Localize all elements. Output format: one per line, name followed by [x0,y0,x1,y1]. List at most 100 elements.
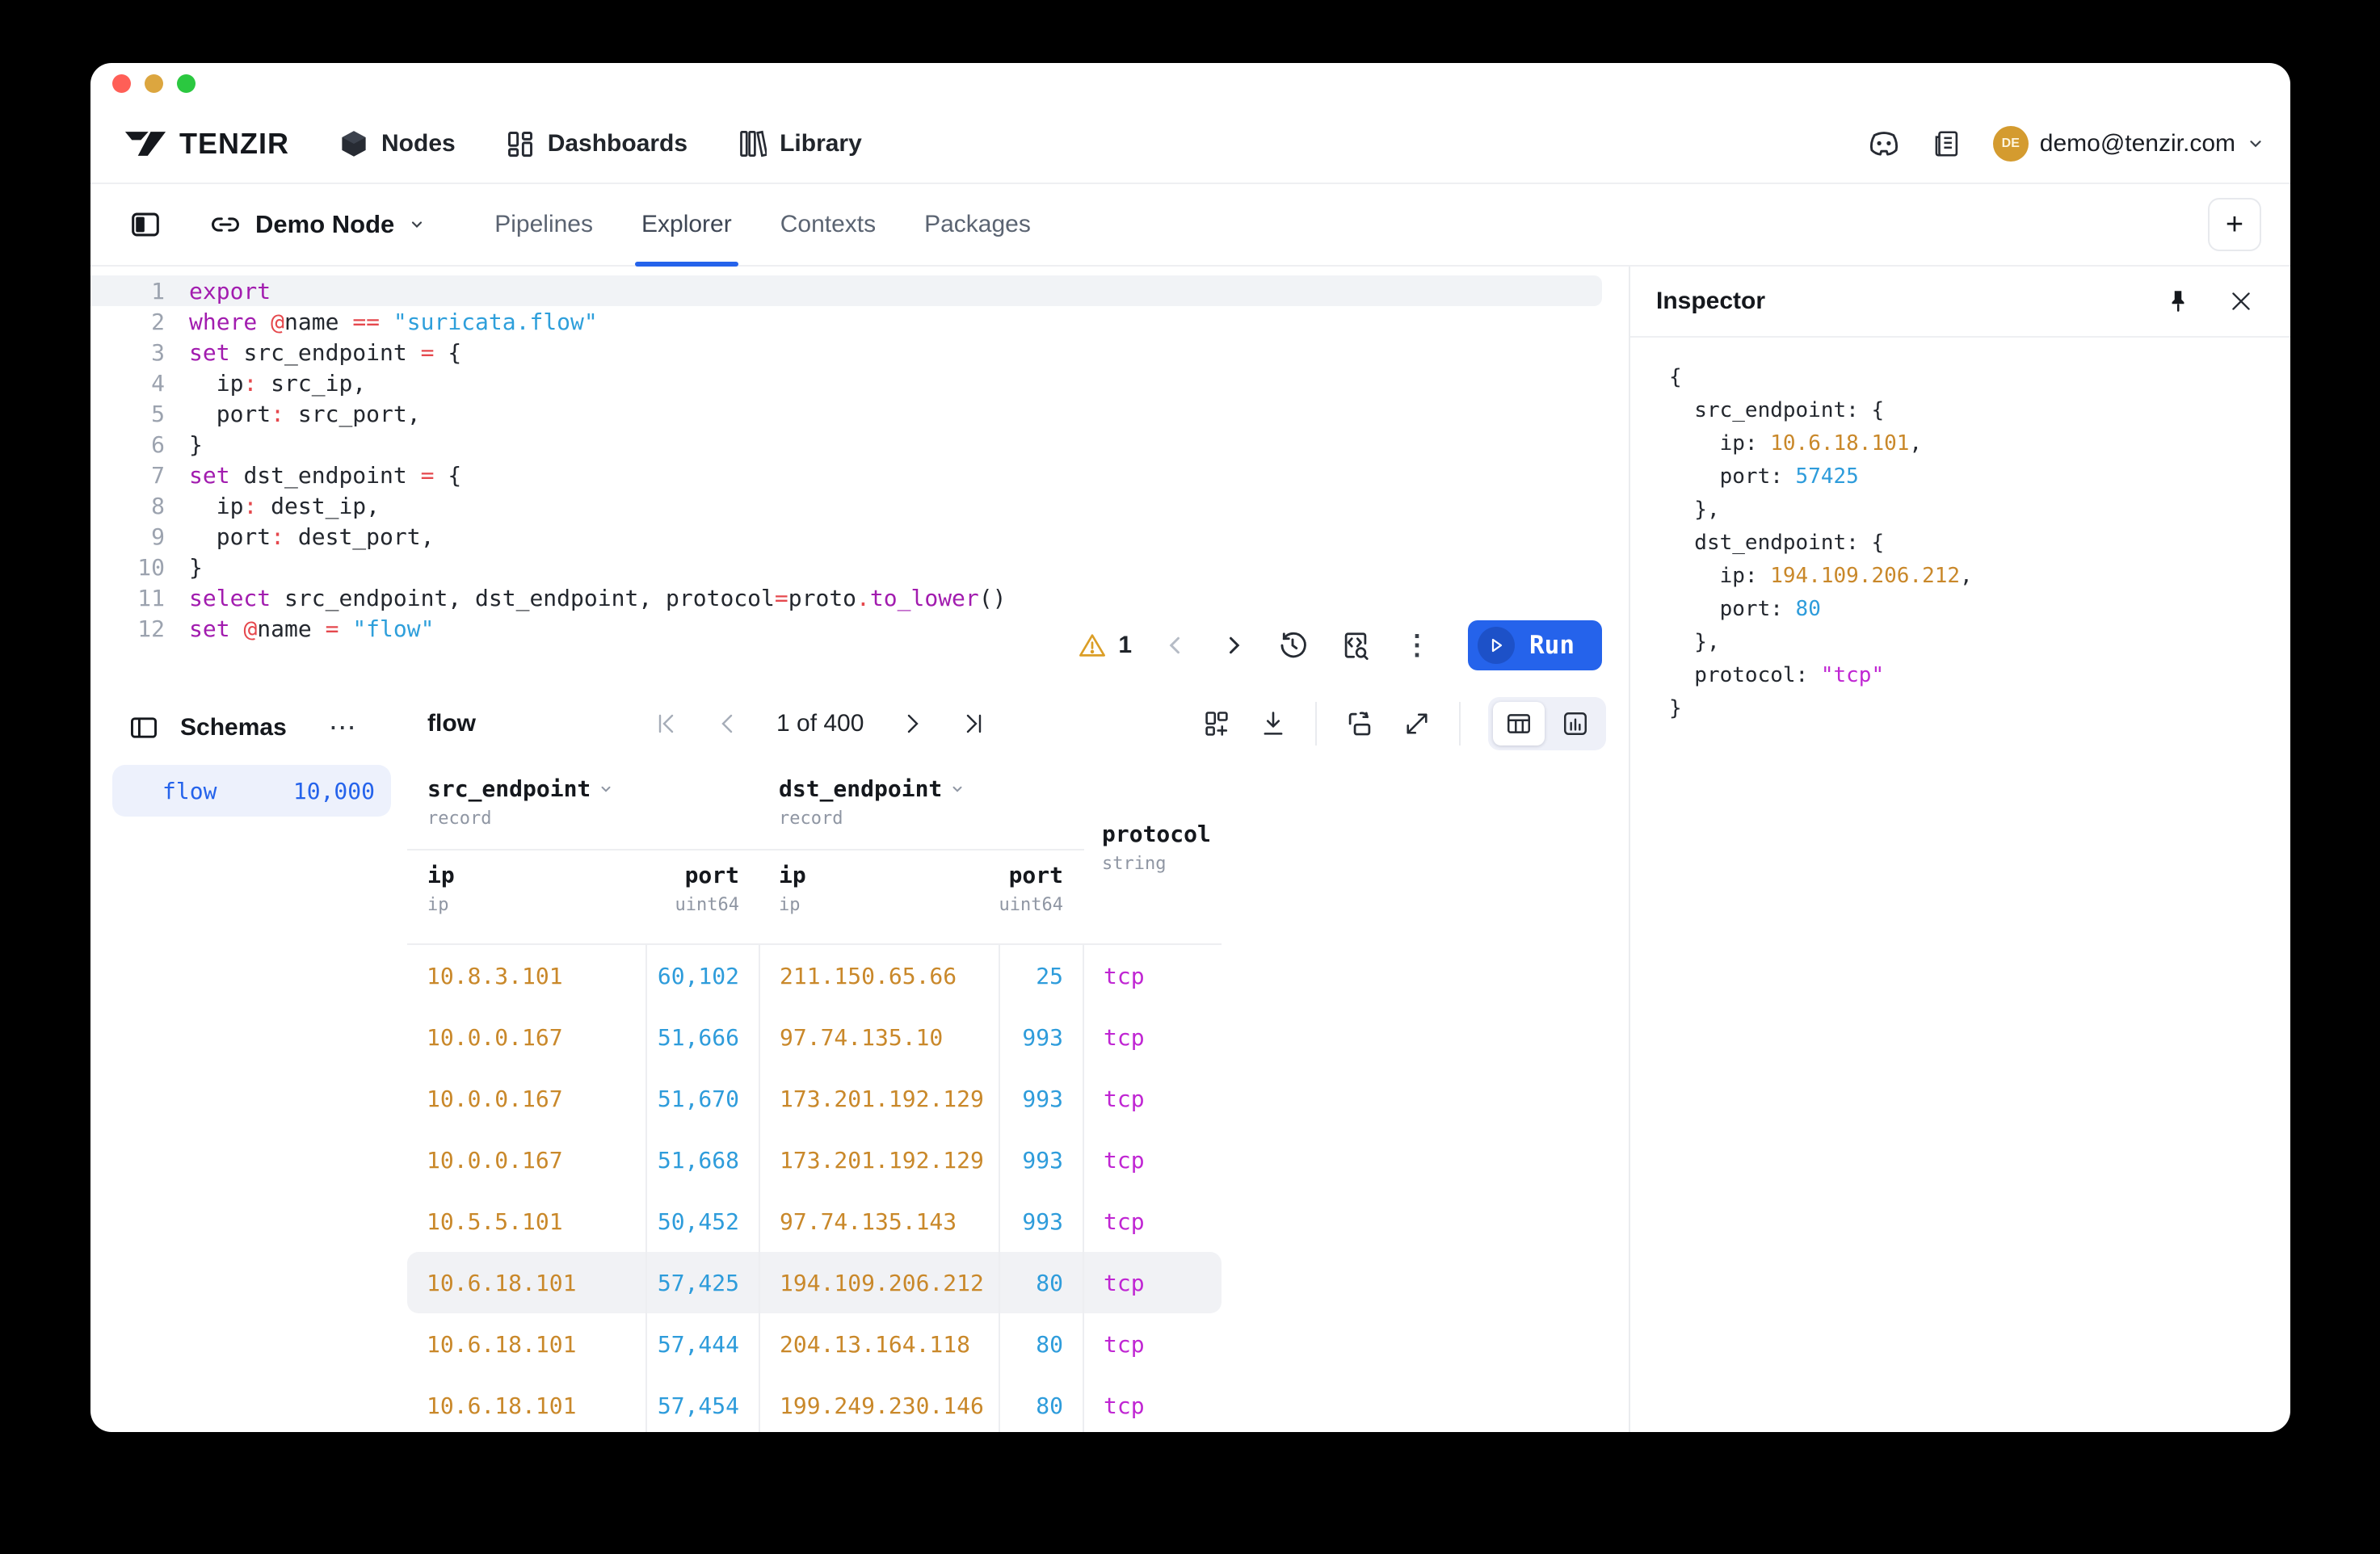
run-button[interactable]: Run [1468,620,1602,670]
last-page-icon[interactable] [961,711,986,737]
table-row[interactable]: 10.6.18.101 57,454 199.249.230.146 80 tc… [407,1375,1222,1432]
code-search-icon[interactable] [1340,630,1371,661]
add-columns-icon[interactable] [1202,709,1231,738]
docs-icon[interactable] [1932,128,1962,159]
next-diagnostic-icon[interactable] [1221,633,1245,657]
node-tab[interactable]: Contexts [756,184,900,265]
src-ip-cell: 10.6.18.101 [427,1392,577,1419]
code-line[interactable]: 9 port: dest_port, [90,521,1629,552]
column-header-src-endpoint[interactable]: src_endpoint record [427,775,613,829]
next-page-icon[interactable] [899,711,925,737]
line-number: 7 [151,461,165,489]
grid-rows: 10.8.3.101 60,102 211.150.65.66 25 tcp 1… [407,943,1222,1432]
src-ip-cell: 10.0.0.167 [427,1146,563,1174]
explorer-tabs: Pipelines Explorer Contexts Packages [470,184,1055,267]
editor-toolbar: 1 [1078,620,1602,670]
panel-left-icon[interactable] [128,712,159,743]
protocol-cell: tcp [1083,1129,1222,1191]
code-line[interactable]: 1 export [90,275,1602,306]
src-port-cell: 51,668 [645,1129,759,1191]
line-text: port: dest_port, [189,523,435,550]
code-line[interactable]: 5 port: src_port, [90,398,1629,429]
tenzir-logo[interactable]: TENZIR [124,127,289,161]
code-line[interactable]: 8 ip: dest_ip, [90,490,1629,521]
subcolumn-spacer [1083,849,1222,943]
column-header-protocol[interactable]: protocol string [1102,821,1211,874]
kebab-menu-icon[interactable]: ⋮ [1403,630,1431,661]
account-menu[interactable]: DE demo@tenzir.com [1992,126,2264,162]
node-tab[interactable]: Pipelines [470,184,617,265]
download-icon[interactable] [1259,709,1288,738]
code-line[interactable]: 3 set src_endpoint = { [90,337,1629,368]
line-number: 12 [137,615,165,642]
subcolumn-header-dst-ip[interactable]: ip ip [779,862,806,915]
account-email: demo@tenzir.com [2039,130,2235,157]
schemas-title: Schemas [180,714,287,741]
schema-count: 10,000 [292,777,375,804]
first-page-icon[interactable] [654,711,679,737]
diagnostics-badge[interactable]: 1 [1078,631,1132,660]
prev-page-icon[interactable] [715,711,741,737]
line-text: ip: dest_ip, [189,492,381,519]
ellipsis-icon[interactable]: ⋯ [328,712,358,743]
table-row[interactable]: 10.0.0.167 51,666 97.74.135.10 993 tcp [407,1006,1222,1068]
pipeline-editor[interactable]: 1 export 2 where @name == "suricata.flow… [90,267,1629,682]
column-header-dst-endpoint[interactable]: dst_endpoint record [779,775,965,829]
close-window-button[interactable] [112,74,131,93]
line-number: 8 [151,492,165,519]
discord-icon[interactable] [1867,127,1901,161]
inspector-json: { src_endpoint: { ip: 10.6.18.101, port:… [1630,338,2290,724]
line-text: select src_endpoint, dst_endpoint, proto… [189,584,1007,611]
prev-diagnostic-icon[interactable] [1164,633,1188,657]
subcolumn-header-src-ip[interactable]: ip ip [427,862,455,915]
code-line[interactable]: 10 } [90,552,1629,582]
expand-icon[interactable] [1402,709,1432,738]
nav-item-nodes[interactable]: Nodes [339,129,456,158]
node-selector[interactable]: Demo Node [210,209,425,240]
data-grid: src_endpoint record dst_endpoint [407,764,1222,1432]
code-line[interactable]: 7 set dst_endpoint = { [90,460,1629,490]
src-port-cell: 57,444 [645,1313,759,1375]
subcolumn-header-src-port[interactable]: port uint64 [675,862,739,915]
src-port-cell: 51,666 [645,1006,759,1068]
line-number: 11 [137,584,165,611]
table-row[interactable]: 10.6.18.101 57,425 194.109.206.212 80 tc… [407,1252,1222,1313]
code-line[interactable]: 2 where @name == "suricata.flow" [90,306,1629,337]
code-line[interactable]: 6 } [90,429,1629,460]
line-number: 3 [151,338,165,366]
transpose-icon[interactable] [1344,708,1375,739]
table-row[interactable]: 10.0.0.167 51,670 173.201.192.129 993 tc… [407,1068,1222,1129]
chart-view-icon[interactable] [1550,702,1601,746]
line-number: 6 [151,430,165,458]
table-row[interactable]: 10.8.3.101 60,102 211.150.65.66 25 tcp [407,945,1222,1006]
schema-item[interactable]: flow 10,000 [112,765,391,817]
node-tab[interactable]: Explorer [617,184,756,267]
dst-ip-cell: 211.150.65.66 [759,945,999,1006]
pin-icon[interactable] [2164,288,2192,315]
table-row[interactable]: 10.0.0.167 51,668 173.201.192.129 993 tc… [407,1129,1222,1191]
warning-count: 1 [1118,632,1132,658]
table-view-icon[interactable] [1493,701,1545,746]
json-line: dst_endpoint: { [1669,530,1885,555]
node-name: Demo Node [255,210,395,238]
code-line[interactable]: 12 set @name = "flow" [90,613,1629,644]
sidebar-toggle-icon[interactable] [129,208,162,241]
subcolumn-header-dst-port[interactable]: port uint64 [999,862,1063,915]
new-tab-button[interactable]: + [2208,198,2261,251]
inspector-title: Inspector [1656,288,1766,314]
code-line[interactable]: 4 ip: src_ip, [90,368,1629,398]
dst-port-cell: 993 [999,1068,1083,1129]
node-tab[interactable]: Packages [900,184,1055,265]
history-icon[interactable] [1277,630,1308,661]
nav-item-dashboards[interactable]: Dashboards [506,129,688,158]
code-line[interactable]: 11 select src_endpoint, dst_endpoint, pr… [90,582,1629,613]
minimize-window-button[interactable] [145,74,163,93]
close-icon[interactable] [2227,288,2255,315]
table-row[interactable]: 10.6.18.101 57,444 204.13.164.118 80 tcp [407,1313,1222,1375]
app-header: TENZIR Nodes Dashboards [90,105,2290,184]
nav-item-library[interactable]: Library [738,129,862,158]
line-text: export [189,277,271,304]
zoom-window-button[interactable] [177,74,196,93]
table-row[interactable]: 10.5.5.101 50,452 97.74.135.143 993 tcp [407,1191,1222,1252]
dst-ip-cell: 173.201.192.129 [759,1068,999,1129]
